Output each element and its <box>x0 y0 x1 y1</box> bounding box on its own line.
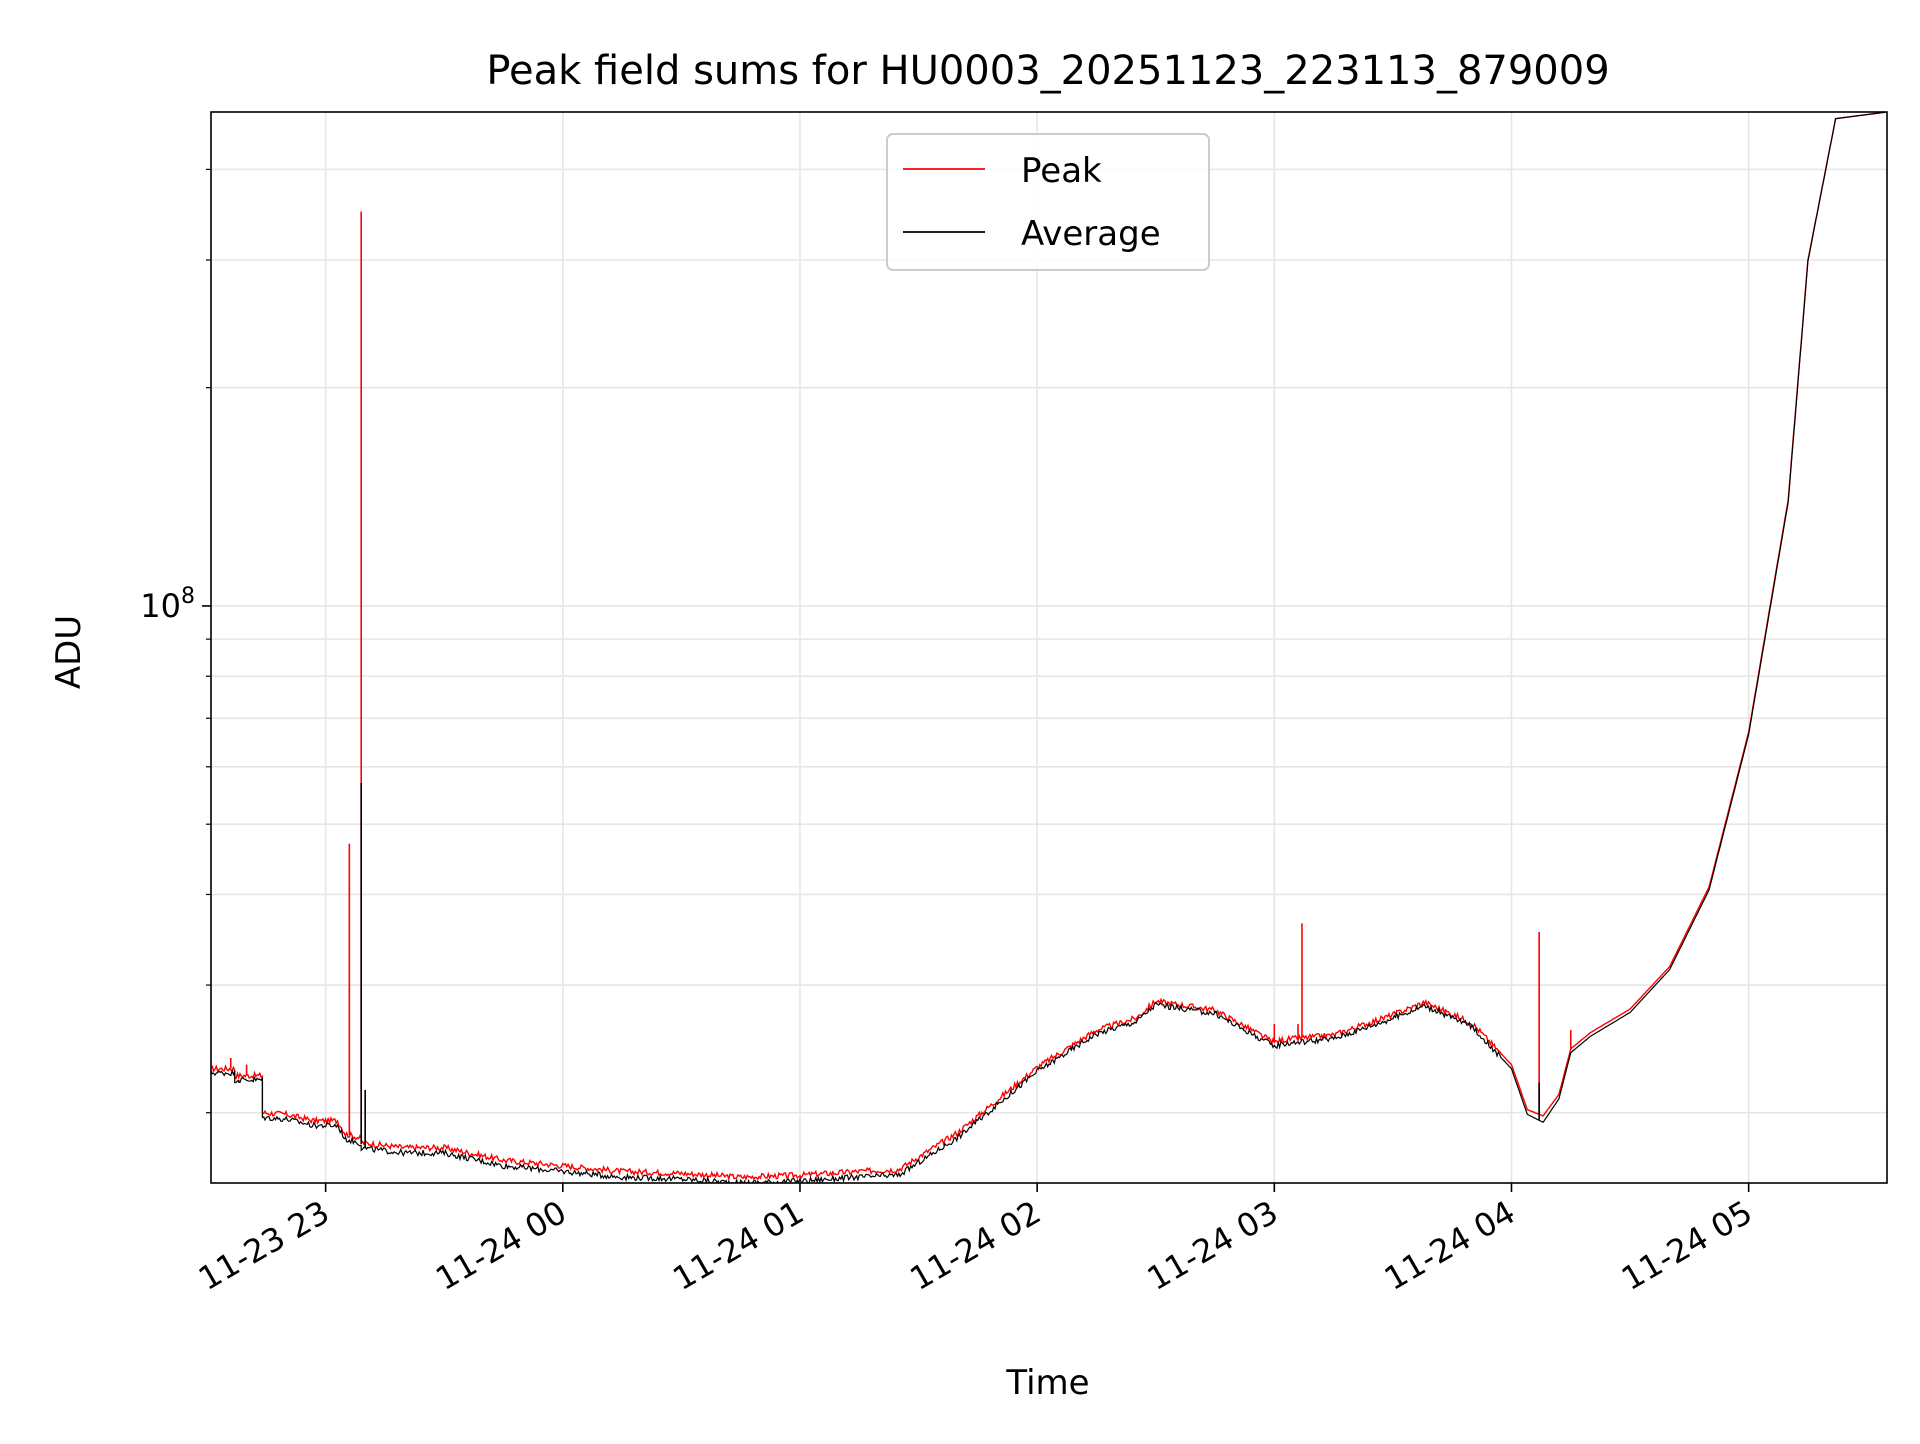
plot-frame <box>210 111 1888 1184</box>
legend-label-average: Average <box>1021 214 1161 254</box>
x-axis-label: Time <box>1005 1363 1089 1403</box>
chart-title: Peak field sums for HU0003_20251123_2231… <box>486 48 1609 94</box>
series-line-peak <box>211 112 1887 1182</box>
legend-label-peak: Peak <box>1021 151 1102 191</box>
legend: Peak Average <box>886 133 1210 271</box>
y-axis-label: ADU <box>49 615 89 689</box>
series-layer <box>211 112 1887 1183</box>
legend-box <box>886 133 1210 271</box>
series-line-average <box>211 112 1887 1183</box>
grid <box>211 112 1887 1183</box>
y-tick-label: 108 <box>140 584 195 625</box>
